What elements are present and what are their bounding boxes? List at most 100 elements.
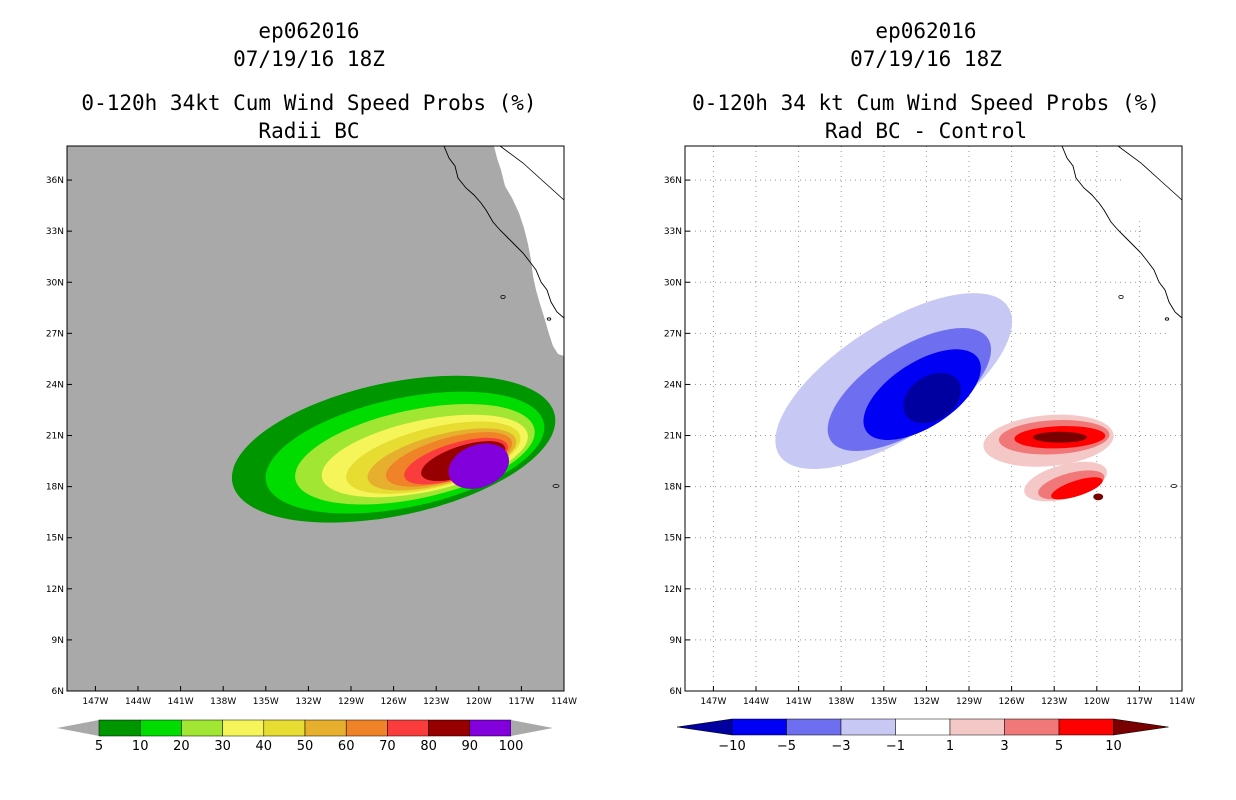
y-tick-label: 12N bbox=[664, 585, 682, 595]
colorbar-swatch bbox=[263, 719, 306, 737]
colorbar-right-triangle bbox=[1113, 718, 1169, 736]
colorbar-label: −10 bbox=[718, 739, 745, 754]
y-tick-label: 15N bbox=[46, 534, 64, 544]
colorbar-swatch bbox=[949, 718, 1005, 736]
x-tick-label: 135W bbox=[871, 697, 897, 707]
colorbar-swatch bbox=[840, 718, 896, 736]
colorbar-swatch bbox=[1058, 718, 1114, 736]
colorbar-label: 80 bbox=[420, 739, 437, 754]
island bbox=[546, 317, 552, 321]
colorbar-swatch bbox=[428, 719, 471, 737]
y-tick-label: 30N bbox=[664, 278, 682, 288]
colorbar-label: 90 bbox=[462, 739, 479, 754]
x-tick-label: 117W bbox=[1126, 697, 1152, 707]
colorbar-label: 100 bbox=[499, 739, 524, 754]
y-tick-label: 6N bbox=[52, 687, 64, 697]
x-tick-label: 123W bbox=[1041, 697, 1067, 707]
colorbar-swatch bbox=[387, 719, 429, 737]
state-border bbox=[1117, 145, 1183, 201]
colorbar-swatch bbox=[731, 718, 787, 736]
x-tick-label: 138W bbox=[210, 697, 236, 707]
left-contours bbox=[231, 375, 556, 523]
colorbar-label: 5 bbox=[1055, 739, 1063, 754]
colorbar-swatch bbox=[222, 719, 265, 737]
x-tick-label: 114W bbox=[551, 697, 577, 707]
y-tick-label: 27N bbox=[664, 329, 682, 339]
colorbar-swatch bbox=[345, 719, 388, 737]
left-map-frame bbox=[66, 145, 565, 692]
colorbar-swatch bbox=[895, 718, 951, 736]
y-tick-label: 33N bbox=[664, 227, 682, 237]
panel-left: ep062016 07/19/16 18Z 0-120h 34kt Cum Wi… bbox=[46, 19, 577, 754]
right-title-line-2: 07/19/16 18Z bbox=[850, 47, 1002, 71]
x-tick-label: 144W bbox=[743, 697, 769, 707]
x-tick-label: 123W bbox=[423, 697, 449, 707]
x-tick-label: 144W bbox=[125, 697, 151, 707]
y-tick-label: 36N bbox=[46, 176, 64, 186]
island bbox=[500, 294, 506, 299]
left-title-line-4: Radii BC bbox=[258, 119, 359, 143]
right-y-ticks: 6N 9N 12N 15N 18N 21N 24N 27N 30N 33N 36N bbox=[664, 176, 690, 697]
right-coastline bbox=[1061, 145, 1183, 488]
y-tick-label: 6N bbox=[670, 687, 682, 697]
x-tick-label: 126W bbox=[381, 697, 407, 707]
island bbox=[1118, 294, 1124, 299]
y-tick-label: 9N bbox=[52, 636, 64, 646]
colorbar-left-triangle bbox=[57, 720, 99, 736]
right-title-line-1: ep062016 bbox=[875, 19, 976, 43]
right-map-frame bbox=[684, 145, 1183, 692]
colorbar-label: 60 bbox=[338, 739, 355, 754]
colorbar-label: 3 bbox=[1000, 739, 1008, 754]
left-y-ticks: 6N 9N 12N 15N 18N 21N 24N 27N 30N 33N 36N bbox=[46, 176, 72, 697]
colorbar-label: −3 bbox=[831, 739, 850, 754]
y-tick-label: 18N bbox=[664, 483, 682, 493]
colorbar-swatch bbox=[98, 719, 141, 737]
y-tick-label: 12N bbox=[46, 585, 64, 595]
right-x-ticks: 147W 144W 141W 138W 135W 132W 129W 126W 123W 120W… bbox=[700, 686, 1195, 707]
contour-level-10 bbox=[1093, 493, 1104, 501]
y-tick-label: 21N bbox=[46, 432, 64, 442]
y-tick-label: 30N bbox=[46, 278, 64, 288]
x-tick-label: 120W bbox=[466, 697, 492, 707]
colorbar-label: 30 bbox=[214, 739, 231, 754]
left-colorbar: 5 10 20 30 40 50 60 70 80 90 100 bbox=[57, 719, 553, 754]
contour-level-10 bbox=[1032, 431, 1087, 443]
coastline bbox=[443, 145, 565, 319]
land-area bbox=[494, 146, 564, 356]
x-tick-label: 129W bbox=[338, 697, 364, 707]
x-tick-label: 138W bbox=[828, 697, 854, 707]
y-tick-label: 33N bbox=[46, 227, 64, 237]
right-title-line-3: 0-120h 34 kt Cum Wind Speed Probs (%) bbox=[692, 91, 1160, 115]
colorbar-label: 20 bbox=[173, 739, 190, 754]
left-title-line-2: 07/19/16 18Z bbox=[233, 47, 385, 71]
land-area bbox=[1112, 146, 1182, 356]
colorbar-swatch bbox=[786, 718, 842, 736]
y-tick-label: 21N bbox=[664, 432, 682, 442]
y-tick-label: 36N bbox=[664, 176, 682, 186]
y-tick-label: 15N bbox=[664, 534, 682, 544]
coastline bbox=[1061, 145, 1183, 319]
x-tick-label: 132W bbox=[295, 697, 321, 707]
contour-level-90 bbox=[448, 443, 510, 489]
x-tick-label: 147W bbox=[82, 697, 108, 707]
colorbar-swatch bbox=[304, 719, 347, 737]
y-tick-label: 9N bbox=[670, 636, 682, 646]
x-tick-label: 141W bbox=[786, 697, 812, 707]
x-tick-label: 117W bbox=[508, 697, 534, 707]
left-title-line-1: ep062016 bbox=[258, 19, 359, 43]
contour-level-5 bbox=[1051, 477, 1103, 500]
colorbar-right-triangle bbox=[511, 720, 553, 736]
colorbar-label: 10 bbox=[1105, 739, 1122, 754]
contour-level-neg10 bbox=[903, 372, 961, 424]
y-tick-label: 24N bbox=[664, 380, 682, 390]
y-tick-label: 27N bbox=[46, 329, 64, 339]
x-tick-label: 132W bbox=[913, 697, 939, 707]
x-tick-label: 120W bbox=[1084, 697, 1110, 707]
colorbar-label: −5 bbox=[777, 739, 796, 754]
colorbar-label: 1 bbox=[946, 739, 954, 754]
island bbox=[1164, 317, 1170, 321]
right-title-line-4: Rad BC - Control bbox=[825, 119, 1027, 143]
panel-right: ep062016 07/19/16 18Z 0-120h 34 kt Cum W… bbox=[664, 19, 1195, 754]
colorbar-swatch bbox=[139, 719, 182, 737]
